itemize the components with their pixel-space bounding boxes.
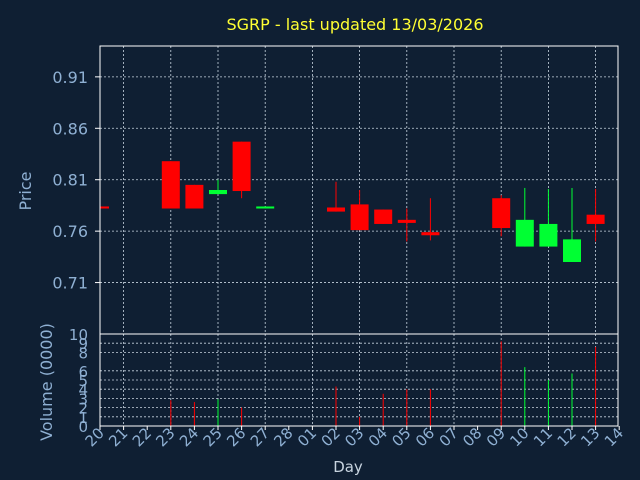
candle-body bbox=[161, 161, 180, 209]
volume-tick-label: 5 bbox=[78, 372, 88, 390]
candle-body bbox=[421, 232, 440, 236]
candle-body bbox=[397, 219, 416, 223]
candle-body bbox=[232, 141, 251, 192]
candle-body bbox=[350, 204, 369, 231]
candle-body bbox=[209, 190, 227, 195]
candle-body bbox=[100, 206, 109, 209]
volume-tick-label: 4 bbox=[78, 381, 88, 399]
volume-bars-layer bbox=[170, 341, 597, 426]
volume-tick-label: 9 bbox=[78, 335, 88, 353]
volume-tick-label: 10 bbox=[69, 326, 88, 344]
price-tick-label: 0.86 bbox=[52, 119, 88, 138]
candle-body bbox=[185, 184, 204, 209]
candle-body bbox=[563, 239, 581, 262]
volume-tick-label: 2 bbox=[78, 400, 88, 418]
x-axis-label: Day bbox=[333, 458, 363, 476]
volume-tick-label: 1 bbox=[78, 409, 88, 427]
volume-panel-frame bbox=[99, 333, 619, 427]
price-tick-label: 0.76 bbox=[52, 222, 88, 241]
price-tick-labels: 0.91 0.86 0.81 0.76 0.71 bbox=[52, 68, 100, 293]
volume-tick-label: 3 bbox=[78, 390, 88, 408]
volume-tick-label: 6 bbox=[78, 363, 88, 381]
y-axis-label: Price bbox=[16, 171, 35, 210]
candle-body bbox=[492, 198, 511, 229]
chart-title: SGRP - last updated 13/03/2026 bbox=[226, 15, 483, 34]
x-tick-labels: 2021222324252627280102030405060708091011… bbox=[82, 424, 627, 450]
volume-tick-label: 8 bbox=[78, 344, 88, 362]
price-tick-label: 0.71 bbox=[52, 274, 88, 293]
candle-body bbox=[539, 223, 558, 247]
volume-tick-label: 0 bbox=[78, 418, 88, 436]
price-tick-label: 0.81 bbox=[52, 171, 88, 190]
price-tick-label: 0.91 bbox=[52, 68, 88, 87]
candle-body bbox=[586, 214, 605, 224]
candle-body bbox=[256, 206, 275, 209]
candle-body bbox=[515, 219, 534, 247]
volume-axis-label: Volume (0000) bbox=[37, 323, 56, 441]
candle-body bbox=[374, 209, 393, 224]
candle-body bbox=[327, 207, 345, 212]
candles-layer bbox=[99, 141, 605, 262]
